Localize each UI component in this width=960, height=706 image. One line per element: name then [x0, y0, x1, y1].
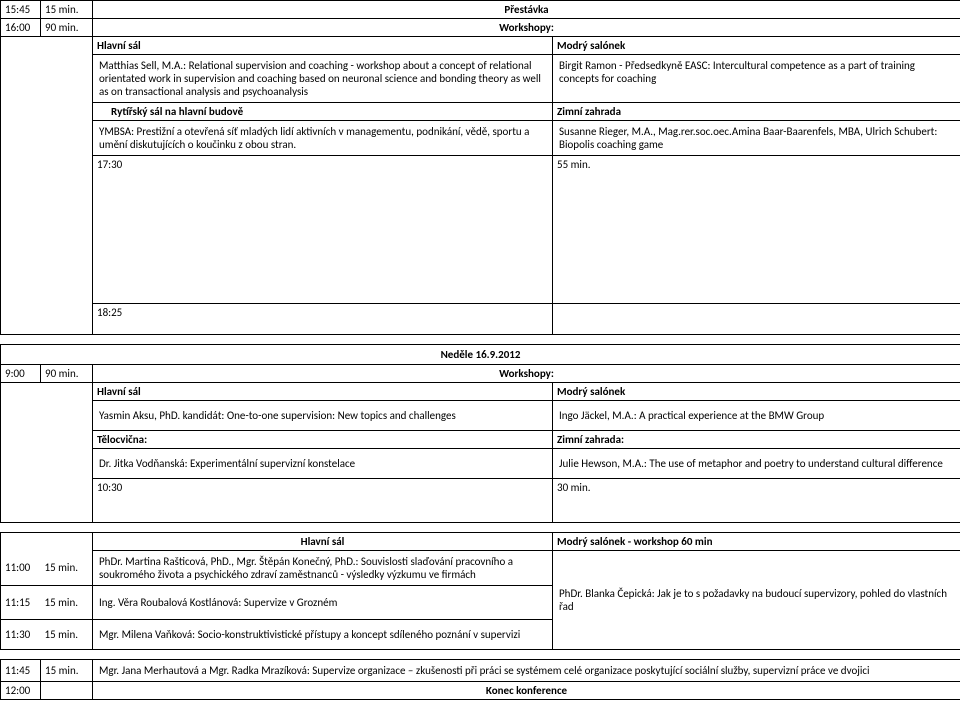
- hall-gym: Tělocvična:: [93, 431, 553, 449]
- hall-winter2: Zimní zahrada:: [553, 431, 960, 449]
- row-rooms-header-5: Hlavní sál Modrý salónek - workshop 60 m…: [1, 533, 960, 551]
- time: 11:45: [1, 660, 41, 682]
- row-day2-header: Neděle 16.9.2012: [1, 345, 960, 365]
- duration: 15 min.: [41, 620, 93, 650]
- time: 11:15: [1, 586, 41, 620]
- label: Workshopy:: [93, 19, 960, 37]
- session-right: Julie Hewson, M.A.: The use of metaphor …: [553, 449, 960, 479]
- duration: 15 min.: [41, 586, 93, 620]
- schedule-table: 15:45 15 min. Přestávka 16:00 90 min. Wo…: [0, 0, 960, 700]
- time: 18:25: [93, 304, 553, 335]
- row-session-1: Matthias Sell, M.A.: Relational supervis…: [1, 55, 960, 103]
- duration: 55 min.: [553, 156, 960, 304]
- duration: 90 min.: [41, 19, 93, 37]
- row-1100: 11:00 15 min. PhDr. Martina Rašticová, P…: [1, 551, 960, 586]
- spacer: [41, 533, 93, 551]
- spacer: [41, 383, 93, 523]
- row-session-4: Dr. Jitka Vodňanská: Experimentální supe…: [1, 449, 960, 479]
- session-left: Yasmin Aksu, PhD. kandidát: One-to-one s…: [93, 401, 553, 431]
- duration: 30 min.: [553, 479, 960, 523]
- row-evening: 18:25 Slavnostní večer: [1, 304, 960, 335]
- duration: 15 min.: [41, 1, 93, 19]
- row-1200: 12:00 Konec konference: [1, 682, 960, 700]
- row-workshops-1600: 16:00 90 min. Workshopy:: [1, 19, 960, 37]
- label: Přestávka: [93, 1, 960, 19]
- session-right: Ingo Jäckel, M.A.: A practical experienc…: [553, 401, 960, 431]
- time: 15:45: [1, 1, 41, 19]
- hall-main: Hlavní sál: [93, 533, 553, 551]
- time: 11:30: [1, 620, 41, 650]
- session-left: Dr. Jitka Vodňanská: Experimentální supe…: [93, 449, 553, 479]
- time: 16:00: [1, 19, 41, 37]
- time: 10:30: [93, 479, 553, 523]
- hall-blue: Modrý salónek: [553, 37, 960, 55]
- session-right-merged: PhDr. Blanka Čepická: Jak je to s požada…: [553, 551, 960, 650]
- hall-winter: Zimní zahrada: [553, 103, 960, 121]
- spacer: [1, 383, 41, 523]
- session-left: Matthias Sell, M.A.: Relational supervis…: [93, 55, 553, 103]
- row-rooms-header-3: Hlavní sál Modrý salónek: [1, 383, 960, 401]
- hall-blue-ws: Modrý salónek - workshop 60 min: [553, 533, 960, 551]
- row-session-3: Yasmin Aksu, PhD. kandidát: One-to-one s…: [1, 401, 960, 431]
- label: Konec konference: [93, 682, 960, 700]
- spacer: [1, 533, 41, 551]
- duration: [553, 304, 960, 335]
- time: 12:00: [1, 682, 41, 700]
- duration: 90 min.: [41, 365, 93, 383]
- hall-blue: Modrý salónek: [553, 383, 960, 401]
- row-break-1545: 15:45 15 min. Přestávka: [1, 1, 960, 19]
- duration: 15 min.: [41, 551, 93, 586]
- row-rooms-header-4: Tělocvična: Zimní zahrada:: [1, 431, 960, 449]
- row-session-2: YMBSA: Prestižní a otevřená síť mladých …: [1, 121, 960, 156]
- session-left: YMBSA: Prestižní a otevřená síť mladých …: [93, 121, 553, 156]
- session-left: Ing. Věra Roubalová Kostlánová: Superviz…: [93, 586, 553, 620]
- row-rooms-header-2: Rytířský sál na hlavní budově Zimní zahr…: [1, 103, 960, 121]
- day2-label: Neděle 16.9.2012: [1, 345, 960, 365]
- hall-knight: Rytířský sál na hlavní budově: [93, 103, 553, 121]
- label: Workshopy:: [93, 365, 960, 383]
- session-left: PhDr. Martina Rašticová, PhD., Mgr. Štěp…: [93, 551, 553, 586]
- hall-main: Hlavní sál: [93, 383, 553, 401]
- duration: [41, 682, 93, 700]
- session: Mgr. Jana Merhautová a Mgr. Radka Mrazík…: [93, 660, 960, 682]
- time: 17:30: [93, 156, 553, 304]
- row-break-1730: 17:30 55 min. Přestávka / Výstava v gale…: [1, 156, 960, 304]
- row-rooms-header-1: Hlavní sál Modrý salónek: [1, 37, 960, 55]
- session-right: Susanne Rieger, M.A., Mag.rer.soc.oec.Am…: [553, 121, 960, 156]
- session-left: Mgr. Milena Vaňková: Socio-konstruktivis…: [93, 620, 553, 650]
- hall-main: Hlavní sál: [93, 37, 553, 55]
- row-1145: 11:45 15 min. Mgr. Jana Merhautová a Mgr…: [1, 660, 960, 682]
- time: 9:00: [1, 365, 41, 383]
- time: 11:00: [1, 551, 41, 586]
- spacer: [41, 37, 93, 335]
- spacer: [1, 37, 41, 335]
- duration: 15 min.: [41, 660, 93, 682]
- row-workshops-0900: 9:00 90 min. Workshopy:: [1, 365, 960, 383]
- session-right: Birgit Ramon - Předsedkyně EASC: Intercu…: [553, 55, 960, 103]
- row-coffee-1030: 10:30 30 min. Přestávka na kávu: [1, 479, 960, 523]
